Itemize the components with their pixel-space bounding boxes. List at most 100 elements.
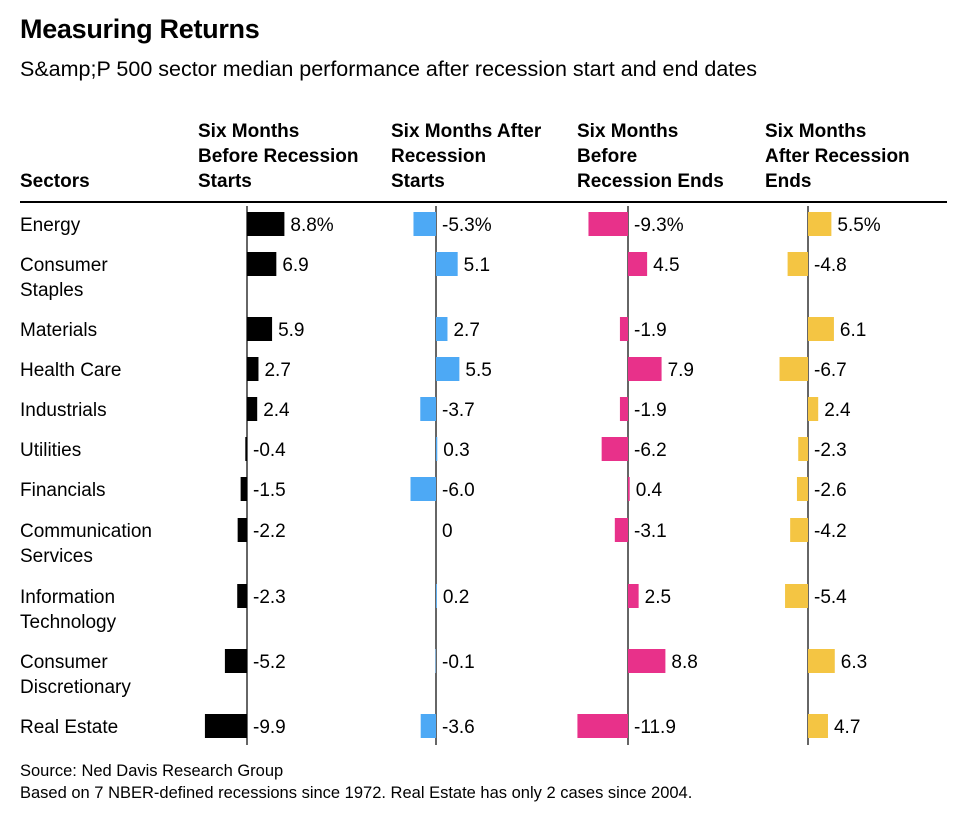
bar — [247, 212, 285, 236]
bar — [619, 317, 628, 341]
data-label: -4.2 — [814, 521, 847, 542]
bar — [245, 437, 247, 461]
sector-label: Utilities — [20, 440, 81, 461]
sector-label: Consumer — [20, 652, 108, 673]
data-label: 0.2 — [443, 587, 469, 608]
data-label: 2.7 — [453, 320, 479, 341]
bar — [577, 714, 628, 738]
data-label: 4.5 — [653, 255, 679, 276]
column-header-2: Six Months After — [391, 121, 542, 142]
data-label: -1.5 — [253, 480, 286, 501]
data-label: -6.0 — [442, 480, 475, 501]
bar — [808, 714, 828, 738]
data-label: 7.9 — [668, 360, 694, 381]
data-label: 2.4 — [263, 400, 290, 421]
column-header-4: Ends — [765, 171, 811, 192]
data-label: 0.3 — [443, 440, 469, 461]
data-label: -2.3 — [253, 587, 286, 608]
data-label: -4.8 — [814, 255, 847, 276]
sector-label: Financials — [20, 480, 106, 501]
data-label: -5.3% — [442, 215, 492, 236]
bar — [247, 397, 258, 421]
data-label: 0.4 — [636, 480, 663, 501]
bar — [628, 357, 662, 381]
column-header-1: Before Recession — [198, 146, 359, 167]
data-label: 6.3 — [841, 652, 867, 673]
bar — [436, 584, 437, 608]
bar — [247, 317, 273, 341]
data-label: -0.1 — [442, 652, 475, 673]
data-label: -2.3 — [814, 440, 847, 461]
source-note: Source: Ned Davis Research Group — [20, 762, 284, 780]
sector-label: Health Care — [20, 360, 121, 381]
bar — [436, 317, 448, 341]
bar — [247, 357, 259, 381]
data-label: 6.1 — [840, 320, 866, 341]
data-label: 8.8 — [671, 652, 697, 673]
data-label: 4.7 — [834, 717, 860, 738]
sector-label: Real Estate — [20, 717, 118, 738]
row-header-sectors: Sectors — [20, 171, 90, 192]
data-label: -11.9 — [634, 717, 676, 738]
sector-label: Technology — [20, 612, 117, 633]
bar — [619, 397, 628, 421]
bar — [614, 518, 628, 542]
data-label: 8.8% — [290, 215, 333, 236]
methodology-note: Based on 7 NBER-defined recessions since… — [20, 784, 693, 802]
sector-label: Materials — [20, 320, 97, 341]
data-label: 6.9 — [282, 255, 308, 276]
sector-label: Industrials — [20, 400, 107, 421]
bar — [247, 252, 277, 276]
data-label: -1.9 — [634, 320, 667, 341]
sector-label: Communication — [20, 521, 152, 542]
column-header-1: Starts — [198, 171, 252, 192]
bar — [224, 649, 247, 673]
bar — [808, 212, 832, 236]
data-label: -5.2 — [253, 652, 286, 673]
sector-label: Energy — [20, 215, 81, 236]
column-header-2: Starts — [391, 171, 445, 192]
bar — [787, 252, 808, 276]
data-label: 2.7 — [264, 360, 290, 381]
bar — [808, 649, 835, 673]
data-label: -3.1 — [634, 521, 667, 542]
data-label: 2.5 — [645, 587, 671, 608]
data-label: -9.3% — [634, 215, 684, 236]
data-label: -6.7 — [814, 360, 847, 381]
column-header-2: Recession — [391, 146, 486, 167]
chart-title: Measuring Returns — [20, 14, 260, 44]
bar — [420, 397, 436, 421]
bar — [410, 477, 436, 501]
sector-label: Discretionary — [20, 677, 131, 698]
bar — [436, 252, 458, 276]
column-header-3: Six Months — [577, 121, 678, 142]
data-label: 0 — [442, 521, 453, 542]
sector-label: Services — [20, 546, 93, 567]
bar — [413, 212, 436, 236]
bar — [796, 477, 808, 501]
data-label: -3.7 — [442, 400, 475, 421]
data-label: -1.9 — [634, 400, 667, 421]
data-label: -3.6 — [442, 717, 475, 738]
bar — [204, 714, 247, 738]
data-label: -9.9 — [253, 717, 286, 738]
data-label: 5.5 — [465, 360, 491, 381]
bar — [808, 317, 834, 341]
bar — [601, 437, 628, 461]
bar — [779, 357, 808, 381]
bar — [798, 437, 808, 461]
bar — [420, 714, 436, 738]
bar — [628, 584, 639, 608]
data-label: -5.4 — [814, 587, 847, 608]
data-label: -6.2 — [634, 440, 667, 461]
bar — [785, 584, 808, 608]
bar — [808, 397, 819, 421]
bar — [436, 357, 460, 381]
column-header-3: Before — [577, 146, 637, 167]
data-label: -0.4 — [253, 440, 286, 461]
bar — [628, 477, 630, 501]
column-header-4: After Recession — [765, 146, 910, 167]
bar — [436, 437, 438, 461]
bar — [237, 518, 247, 542]
